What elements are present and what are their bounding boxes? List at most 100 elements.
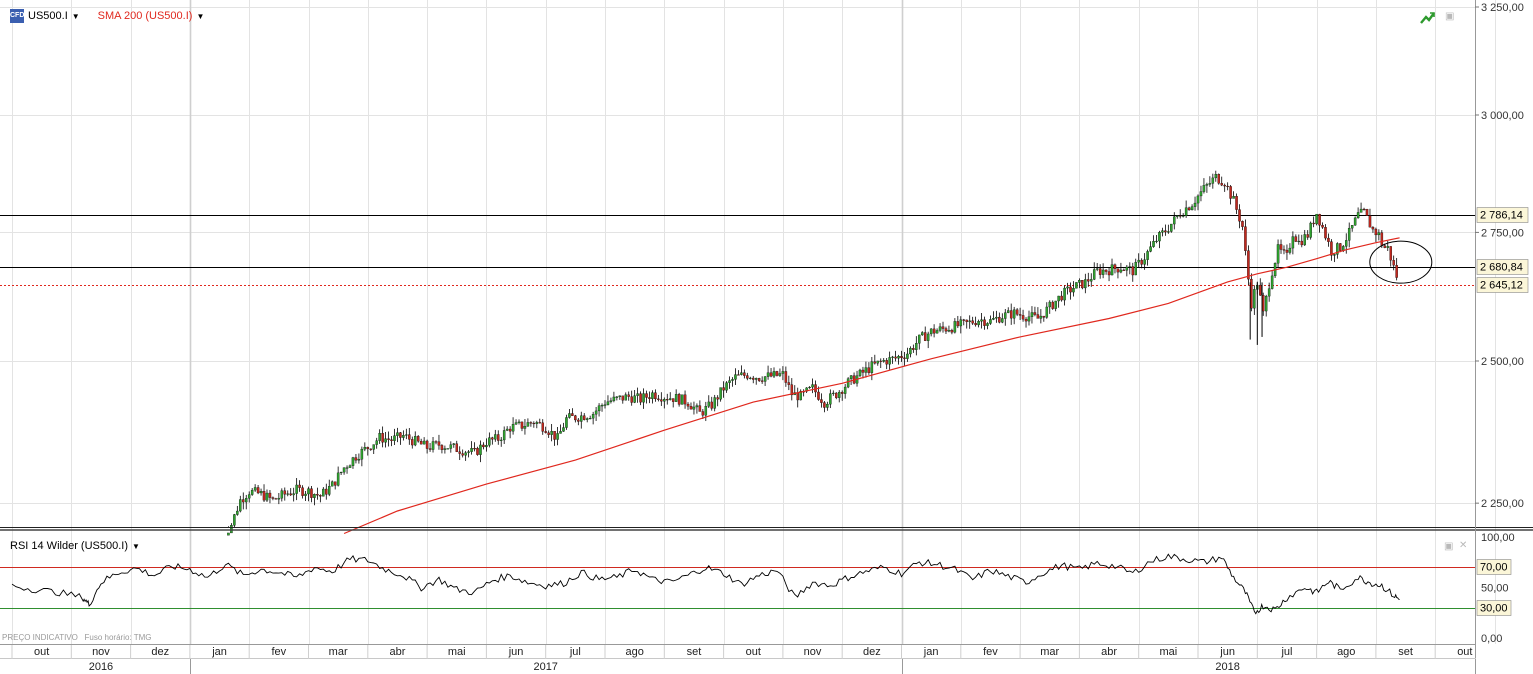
price-tick-label: 2 500,00 — [1481, 356, 1524, 368]
candle-down — [1107, 271, 1111, 276]
candle-up — [977, 321, 980, 326]
candle-up — [443, 448, 447, 450]
footer-note: PREÇO INDICATIVO Fuso horário: TMG — [2, 633, 152, 642]
candle-up — [511, 424, 515, 432]
candle-down — [1018, 314, 1022, 316]
candle-up — [968, 320, 971, 323]
candle-down — [381, 433, 384, 443]
candle-down — [1015, 309, 1019, 315]
month-label: set — [687, 646, 702, 658]
rsi-indicator-selector[interactable]: RSI 14 Wilder (US500.I) — [10, 540, 128, 552]
candle-up — [559, 431, 562, 434]
candle-down — [473, 448, 476, 450]
candle-up — [313, 494, 316, 498]
candle-up — [832, 392, 835, 394]
candle-down — [1339, 243, 1342, 251]
candle-up — [479, 444, 482, 455]
year-label: 2017 — [533, 661, 557, 673]
candle-down — [1247, 250, 1250, 280]
candle-down — [242, 499, 245, 503]
candle-down — [820, 399, 823, 403]
candle-up — [1045, 306, 1049, 318]
candle-up — [953, 321, 957, 333]
rsi-line[interactable] — [11, 553, 1400, 615]
candle-down — [1380, 232, 1384, 246]
candle-down — [648, 397, 651, 399]
candle-down — [1113, 264, 1117, 269]
candle-down — [743, 372, 746, 376]
candle-down — [1178, 215, 1182, 217]
candle-down — [571, 413, 574, 416]
candle-up — [1095, 268, 1099, 270]
candle-up — [846, 378, 850, 388]
annotation-ellipse[interactable] — [1369, 240, 1433, 284]
candle-up — [597, 405, 601, 412]
candle-up — [1315, 213, 1318, 225]
candle-down — [461, 453, 464, 456]
candle-down — [476, 448, 479, 455]
candle-down — [950, 330, 954, 333]
month-label: out — [746, 646, 761, 658]
candle-up — [1336, 243, 1339, 255]
candle-up — [606, 401, 610, 405]
candle-up — [1084, 279, 1087, 289]
rsi-close-icon[interactable]: ✕ — [1459, 540, 1468, 551]
month-label: fev — [983, 646, 998, 658]
candle-down — [657, 398, 660, 400]
candle-up — [876, 360, 880, 364]
candle-up — [1134, 261, 1137, 276]
candle-down — [630, 396, 633, 403]
candle-down — [645, 393, 648, 398]
panel-maximize-icon[interactable]: ▣ — [1445, 11, 1455, 22]
candle-up — [286, 493, 289, 495]
candle-up — [915, 343, 918, 350]
symbol-selector[interactable]: US500.I — [28, 10, 68, 22]
price-tick-label: 2 750,00 — [1481, 227, 1524, 239]
candle-up — [642, 393, 645, 403]
rsi-header: RSI 14 Wilder (US500.I) ▼ — [10, 540, 140, 552]
rsi-maximize-icon[interactable]: ▣ — [1444, 541, 1454, 552]
candle-down — [508, 428, 512, 432]
candle-up — [740, 372, 743, 375]
rsi-tick-label: 100,00 — [1481, 532, 1515, 544]
candle-up — [882, 360, 885, 362]
candle-up — [1181, 215, 1185, 217]
candle-up — [485, 445, 488, 448]
indicator-selector[interactable]: SMA 200 (US500.I) — [97, 10, 193, 22]
candle-down — [298, 484, 301, 488]
candle-down — [1235, 196, 1238, 210]
candle-up — [342, 467, 346, 473]
candle-up — [909, 348, 912, 355]
candle-down — [1131, 266, 1135, 276]
candle-up — [322, 488, 325, 497]
sma-200-line[interactable] — [343, 237, 1400, 535]
candle-down — [541, 422, 544, 432]
rsi-dropdown-icon[interactable]: ▼ — [131, 541, 140, 551]
candle-up — [1353, 217, 1357, 226]
candle-up — [393, 435, 396, 441]
indicator-dropdown-icon[interactable]: ▼ — [196, 11, 205, 21]
month-label: jun — [1219, 646, 1235, 658]
price-tick-label: 3 250,00 — [1481, 2, 1524, 14]
trend-up-icon[interactable] — [1420, 11, 1436, 25]
symbol-dropdown-icon[interactable]: ▼ — [71, 11, 80, 21]
month-label: nov — [92, 646, 110, 658]
candle-down — [262, 491, 266, 501]
candle-down — [1285, 249, 1289, 253]
candle-up — [591, 414, 595, 419]
candle-down — [941, 326, 945, 329]
month-label: fev — [272, 646, 287, 658]
candle-up — [1128, 266, 1132, 268]
candle-down — [1318, 213, 1321, 226]
candle-up — [624, 394, 628, 401]
candle-up — [265, 492, 269, 501]
candle-up — [1012, 309, 1016, 319]
candle-down — [1241, 221, 1244, 227]
candle-down — [416, 436, 420, 442]
month-label: jul — [1280, 646, 1292, 658]
candle-up — [526, 422, 530, 427]
candle-down — [1229, 186, 1232, 199]
candle-down — [437, 441, 441, 446]
candle-down — [1392, 260, 1395, 266]
